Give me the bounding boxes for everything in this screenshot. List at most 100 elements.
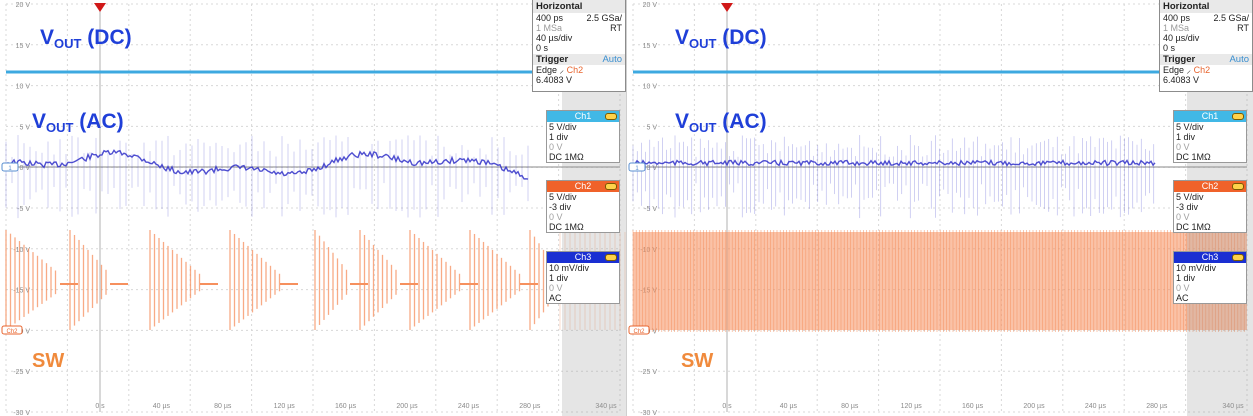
y-tick-label: 10 V <box>643 84 658 91</box>
ch3-coupling: AC <box>549 293 562 303</box>
record-length: 1 MSa <box>536 23 563 33</box>
x-tick-label: 0 s <box>722 403 732 410</box>
vout-ac-trace <box>632 135 1156 219</box>
ch3-toggle-icon[interactable] <box>605 254 617 261</box>
ch1-panel[interactable]: Ch1 5 V/div 1 div 0 V DC 1MΩ <box>1173 110 1247 163</box>
ch2-title: Ch2 <box>1201 181 1219 191</box>
ch1-toggle-icon[interactable] <box>605 113 617 120</box>
sw-trace <box>632 230 1247 332</box>
ch1-coupling: DC 1MΩ <box>549 152 584 162</box>
trigger-mode: Auto <box>1229 54 1249 65</box>
trigger-title: Trigger <box>536 54 569 65</box>
trigger-source: Ch2 <box>566 65 584 75</box>
x-tick-label: 200 µs <box>1023 403 1045 410</box>
horizontal-panel[interactable]: Horizontal 400 ps 2.5 GSa/ 1 MSa RT 40 µs/… <box>1159 0 1253 92</box>
ch3-toggle-icon[interactable] <box>1232 254 1244 261</box>
ch2-panel[interactable]: Ch2 5 V/div -3 div 0 V DC 1MΩ <box>546 180 620 233</box>
sw-trace <box>5 230 626 330</box>
ch2-offset-div: -3 div <box>549 202 572 212</box>
ch1-title: Ch1 <box>1201 111 1219 121</box>
trigger-header: Trigger Auto <box>1160 54 1252 65</box>
horizontal-position: 0 s <box>1163 43 1176 53</box>
ch1-coupling: DC 1MΩ <box>1176 152 1211 162</box>
trigger-level: 6.4083 V <box>536 75 573 85</box>
ch1-ground-marker <box>1 162 19 172</box>
y-tick-label: 0 V <box>19 165 30 172</box>
ch2-coupling: DC 1MΩ <box>549 222 584 232</box>
trigger-type: Edge <box>536 65 558 75</box>
y-tick-label: -30 V <box>13 410 30 416</box>
ch3-panel[interactable]: Ch3 10 mV/div 1 div 0 V AC <box>1173 251 1247 304</box>
sample-rate: 2.5 GSa/ <box>1213 13 1249 23</box>
ch1-marker-label: 1 <box>8 166 12 172</box>
x-tick-label: 240 µs <box>458 403 480 410</box>
x-tick-label: 160 µs <box>962 403 984 410</box>
waveform-area: 20 V15 V10 V5 V0 V-5 V-10 V-15 V-20 V-25… <box>628 2 1248 416</box>
sample-interval: 400 ps <box>1163 13 1191 23</box>
ch3-offset-div: 1 div <box>1176 273 1196 283</box>
ch1-ground-marker <box>628 162 646 172</box>
acq-mode: RT <box>1237 23 1249 33</box>
rising-edge-icon: ⸝ <box>559 65 565 75</box>
ch2-offset-v: 0 V <box>549 212 563 222</box>
x-tick-label: 160 µs <box>335 403 357 410</box>
vout-ac-label: VOUT (AC) <box>675 110 767 135</box>
ch1-scale: 5 V/div <box>1176 122 1204 132</box>
y-tick-label: 0 V <box>646 165 657 172</box>
ch2-marker-label: Ch2 <box>6 329 18 335</box>
sample-interval: 400 ps <box>536 13 564 23</box>
ch1-panel[interactable]: Ch1 5 V/div 1 div 0 V DC 1MΩ <box>546 110 620 163</box>
x-tick-label: 240 µs <box>1085 403 1107 410</box>
y-tick-label: 5 V <box>646 124 657 131</box>
y-tick-label: -30 V <box>640 410 657 416</box>
trigger-type: Edge <box>1163 65 1185 75</box>
time-per-div: 40 µs/div <box>1163 33 1200 43</box>
x-tick-label: 280 µs <box>1146 403 1168 410</box>
y-tick-label: -15 V <box>13 288 30 295</box>
horizontal-title: Horizontal <box>1160 0 1252 13</box>
ch3-title: Ch3 <box>574 252 592 262</box>
ch2-marker-label: Ch2 <box>633 329 645 335</box>
trigger-header: Trigger Auto <box>533 54 625 65</box>
x-tick-label: 80 µs <box>841 403 859 410</box>
x-tick-label: 340 µs <box>1222 403 1244 410</box>
x-tick-label: 120 µs <box>901 403 923 410</box>
ch2-offset-v: 0 V <box>1176 212 1190 222</box>
vout-ac-trace <box>5 135 529 219</box>
y-tick-label: -25 V <box>13 369 30 376</box>
time-per-div: 40 µs/div <box>536 33 573 43</box>
ch2-toggle-icon[interactable] <box>1232 183 1244 190</box>
y-tick-label: 20 V <box>16 2 31 9</box>
ch3-panel[interactable]: Ch3 10 mV/div 1 div 0 V AC <box>546 251 620 304</box>
waveform-area: 20 V15 V10 V5 V0 V-5 V-10 V-15 V-20 V-25… <box>1 2 626 416</box>
trigger-position-marker[interactable] <box>94 3 106 12</box>
record-length: 1 MSa <box>1163 23 1190 33</box>
ch2-scale: 5 V/div <box>1176 192 1204 202</box>
ch2-panel[interactable]: Ch2 5 V/div -3 div 0 V DC 1MΩ <box>1173 180 1247 233</box>
ch3-offset-v: 0 V <box>549 283 563 293</box>
vout-dc-label: VOUT (DC) <box>40 26 132 51</box>
horizontal-panel[interactable]: Horizontal 400 ps 2.5 GSa/ 1 MSa RT 40 µs/… <box>532 0 626 92</box>
trigger-title: Trigger <box>1163 54 1196 65</box>
y-tick-label: 10 V <box>16 84 31 91</box>
ch2-toggle-icon[interactable] <box>605 183 617 190</box>
scope-screen-left: 20 V15 V10 V5 V0 V-5 V-10 V-15 V-20 V-25… <box>0 0 626 416</box>
ch3-scale: 10 mV/div <box>549 263 590 273</box>
ch1-offset-v: 0 V <box>1176 142 1190 152</box>
y-tick-label: -5 V <box>17 206 30 213</box>
y-tick-label: -25 V <box>640 369 657 376</box>
ch1-offset-div: 1 div <box>1176 132 1196 142</box>
trigger-position-marker[interactable] <box>721 3 733 12</box>
ch3-scale: 10 mV/div <box>1176 263 1217 273</box>
ch1-toggle-icon[interactable] <box>1232 113 1244 120</box>
x-tick-label: 340 µs <box>595 403 617 410</box>
trigger-mode: Auto <box>602 54 622 65</box>
y-tick-label: -5 V <box>644 206 657 213</box>
ch3-title: Ch3 <box>1201 252 1219 262</box>
y-tick-label: 15 V <box>16 43 31 50</box>
sw-label: SW <box>681 350 714 372</box>
vout-dc-trace <box>633 70 1167 74</box>
acq-mode: RT <box>610 23 622 33</box>
ac-line <box>632 158 1156 167</box>
y-tick-label: 15 V <box>643 43 658 50</box>
